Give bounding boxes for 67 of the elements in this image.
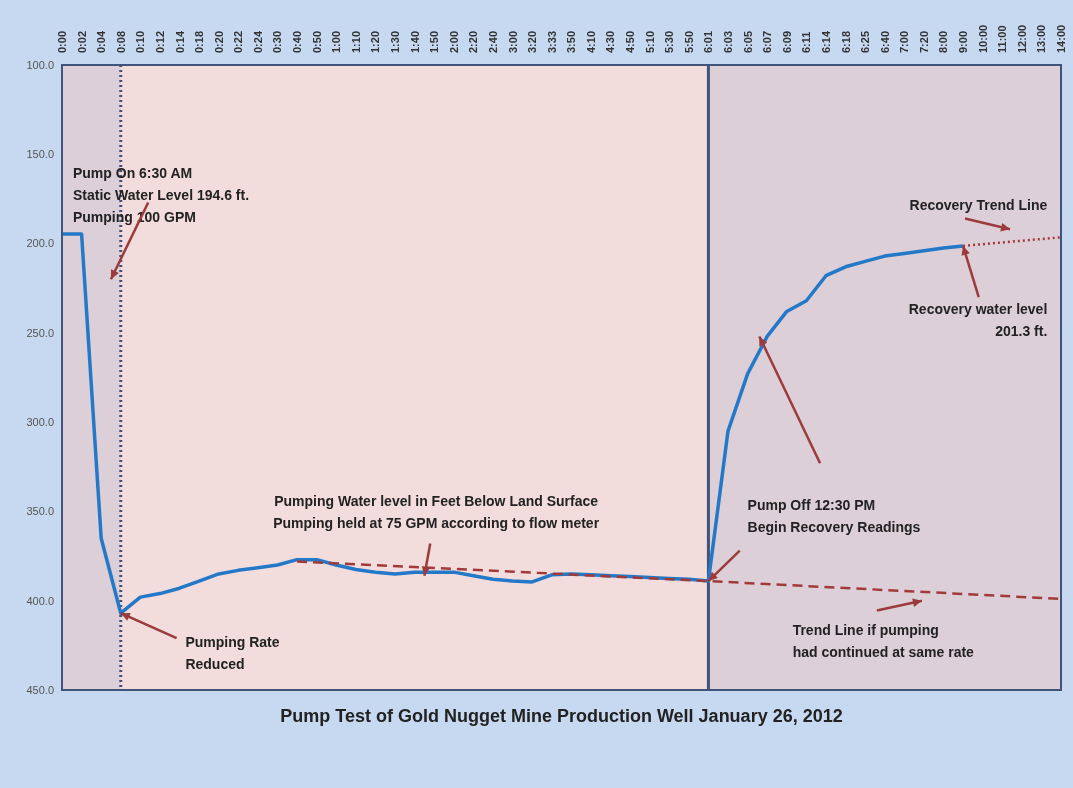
x-tick-label: 3:50 [565, 30, 578, 53]
x-tick-label: 6:11 [800, 31, 813, 53]
y-tick-label: 200.0 [26, 237, 54, 250]
x-tick-label: 1:10 [349, 30, 362, 53]
x-tick-label: 6:14 [819, 30, 832, 53]
x-tick-label: 6:01 [702, 30, 715, 53]
x-tick-label: 6:05 [741, 30, 754, 53]
x-tick-label: 0:10 [134, 30, 147, 53]
x-tick-label: 7:00 [898, 30, 911, 53]
x-tick-label: 5:30 [663, 30, 676, 53]
x-tick-label: 6:18 [839, 30, 852, 53]
x-tick-label: 0:14 [173, 30, 186, 53]
y-tick-label: 450.0 [26, 683, 54, 696]
y-tick-label: 100.0 [26, 58, 54, 71]
x-tick-label: 1:30 [389, 30, 401, 53]
x-tick-label: 11:00 [996, 25, 1009, 53]
x-tick-label: 0:00 [56, 30, 68, 53]
y-tick-label: 350.0 [26, 505, 54, 518]
x-tick-label: 0:20 [212, 30, 225, 53]
annotation: Pump Off 12:30 PM Begin Recovery Readings [747, 496, 921, 535]
x-tick-label: 6:25 [859, 30, 872, 53]
x-tick-label: 0:22 [232, 30, 245, 53]
x-tick-label: 1:00 [330, 30, 343, 53]
y-tick-label: 300.0 [26, 416, 54, 429]
x-tick-label: 8:00 [937, 30, 950, 53]
x-tick-label: 5:50 [682, 30, 695, 53]
x-tick-label: 2:20 [467, 30, 480, 53]
x-tick-label: 3:33 [545, 30, 558, 53]
x-tick-label: 14:00 [1055, 24, 1067, 53]
x-tick-label: 3:00 [506, 30, 519, 53]
y-tick-label: 250.0 [26, 326, 54, 339]
x-tick-label: 0:24 [251, 30, 264, 53]
x-tick-label: 6:07 [761, 30, 774, 53]
annotation: Trend Line if pumping had continued at same rate [792, 621, 975, 660]
annotation: Recovery Trend Line [909, 196, 1048, 213]
x-tick-label: 4:30 [604, 30, 617, 53]
x-tick-label: 0:12 [153, 30, 166, 53]
x-tick-label: 0:08 [114, 30, 127, 53]
x-tick-label: 5:10 [643, 30, 656, 53]
x-tick-label: 2:40 [486, 30, 499, 53]
x-tick-label: 10:00 [976, 24, 989, 53]
y-tick-label: 400.0 [26, 594, 54, 607]
x-tick-label: 0:30 [271, 30, 284, 53]
x-tick-label: 0:40 [291, 30, 304, 53]
x-tick-label: 12:00 [1015, 24, 1028, 53]
annotation: Pumping Water level in Feet Below Land Surface Pumping held at 75 GPM according to flow meter [273, 493, 600, 532]
x-tick-label: 2:00 [447, 30, 460, 53]
x-tick-label: 4:10 [584, 30, 597, 53]
x-tick-label: 13:00 [1035, 24, 1048, 53]
x-tick-label: 1:50 [428, 30, 441, 53]
annotation: Pumping Rate Reduced [185, 634, 280, 673]
annotation: Recovery water level 201.3 ft. [908, 301, 1048, 340]
x-tick-label: 4:50 [624, 30, 637, 53]
x-tick-label: 6:40 [878, 30, 891, 53]
x-tick-label: 6:03 [722, 30, 734, 53]
text: Pump Test of Gold Nugget Mine Production Well January 26, 2012 [279, 706, 844, 727]
x-tick-label: 0:04 [95, 30, 108, 53]
x-tick-label: 0:02 [75, 30, 88, 53]
y-tick-label: 150.0 [26, 148, 54, 161]
x-tick-label: 0:18 [193, 30, 206, 53]
x-tick-label: 9:00 [957, 30, 970, 53]
x-tick-label: 1:20 [369, 30, 382, 53]
x-tick-label: 1:40 [408, 30, 421, 53]
x-tick-label: 0:50 [310, 30, 323, 53]
x-tick-label: 3:20 [526, 30, 539, 53]
x-tick-label: 6:09 [780, 30, 793, 53]
x-tick-label: 7:20 [917, 30, 930, 53]
